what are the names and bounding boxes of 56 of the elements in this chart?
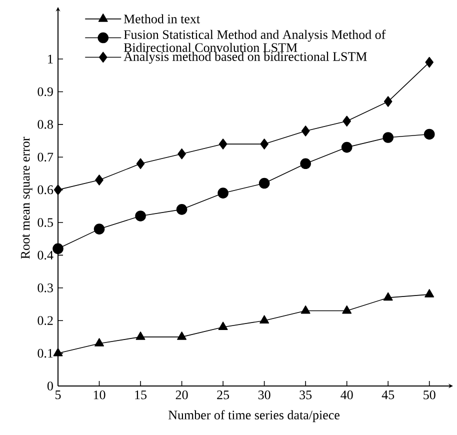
legend-label: Method in text bbox=[124, 14, 200, 24]
point bbox=[300, 158, 311, 170]
x-tick-label: 10 bbox=[94, 390, 106, 400]
x-tick-label: 30 bbox=[258, 390, 270, 400]
x-tick-label: 25 bbox=[217, 390, 230, 400]
x-tick-label: 15 bbox=[135, 390, 147, 400]
point bbox=[218, 188, 228, 198]
point bbox=[260, 315, 270, 324]
point bbox=[424, 128, 435, 140]
point bbox=[136, 158, 145, 170]
point bbox=[342, 305, 352, 314]
point bbox=[53, 348, 63, 356]
point bbox=[258, 178, 270, 189]
y-tick-label: 0.3 bbox=[38, 283, 53, 292]
point bbox=[300, 305, 310, 314]
point bbox=[301, 126, 310, 136]
point bbox=[260, 138, 268, 150]
x-tick-label: 35 bbox=[300, 390, 312, 400]
x-tick-label: 45 bbox=[382, 390, 394, 400]
point bbox=[424, 289, 434, 298]
point bbox=[425, 56, 434, 68]
point bbox=[178, 148, 186, 160]
x-axis-title: Number of time series data/piece bbox=[168, 410, 340, 422]
y-tick-label: 0.8 bbox=[38, 120, 53, 129]
point bbox=[342, 116, 351, 127]
point bbox=[135, 210, 146, 222]
y-tick-label: 0.5 bbox=[38, 218, 53, 227]
point bbox=[177, 332, 187, 340]
y-tick-label: 0 bbox=[47, 382, 53, 390]
point bbox=[218, 322, 228, 330]
point bbox=[95, 174, 104, 186]
y-tick-label: 0.4 bbox=[38, 250, 54, 260]
point bbox=[384, 96, 392, 107]
y-tick-label: 0.7 bbox=[38, 152, 54, 162]
legend-label: Analysis method based on bidirectional LSTM bbox=[124, 52, 367, 64]
x-tick-label: 50 bbox=[424, 390, 436, 400]
x-tick-label: 20 bbox=[176, 390, 188, 400]
point bbox=[94, 224, 105, 234]
x-tick-label: 40 bbox=[340, 390, 353, 400]
point bbox=[136, 332, 146, 340]
y-tick-label: 0.2 bbox=[38, 316, 53, 326]
legend-label: Fusion Statistical Method and Analysis Method of Bidirectional Convolution LSTM bbox=[124, 30, 386, 52]
y-tick-label: 0.6 bbox=[38, 185, 54, 194]
point bbox=[341, 142, 352, 153]
point bbox=[382, 132, 394, 143]
y-tick-label: 0.1 bbox=[38, 348, 53, 358]
y-tick-label: 1 bbox=[48, 54, 53, 64]
y-axis-title: Root mean square error bbox=[21, 136, 32, 259]
point bbox=[218, 138, 228, 150]
point bbox=[176, 204, 188, 215]
x-tick-label: 5 bbox=[56, 390, 61, 400]
point bbox=[94, 338, 104, 346]
point bbox=[52, 243, 64, 254]
y-tick-label: 0.9 bbox=[38, 87, 53, 96]
point bbox=[383, 292, 393, 301]
point bbox=[54, 184, 62, 196]
